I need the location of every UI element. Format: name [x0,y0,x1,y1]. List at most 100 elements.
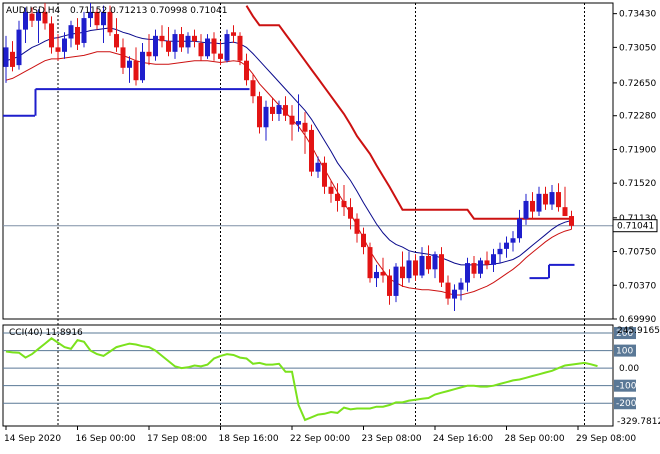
time-tick-label: 18 Sep 16:00 [219,434,279,444]
candle-body [439,254,444,283]
candle-body [426,255,431,270]
cci-level-label: 200 [616,329,633,339]
current-price-tag [612,219,658,233]
candle-body [445,282,451,299]
candle-body [458,282,464,290]
candle-body [562,207,568,217]
time-tick-label: 22 Sep 00:00 [290,434,350,444]
candle-body [75,26,80,45]
candle-body [36,11,41,21]
chart-title: AUDUSD,H4 [6,6,61,16]
candle-body [465,263,470,283]
price-tick-label: 0.70750 [619,248,656,258]
candle-body [361,233,366,248]
cci-level-label: -100 [616,382,637,392]
cci-pane: 200 100 0.00 -100 -200 245.9165 -329.7812 [2,324,660,427]
candle-body [296,121,301,125]
candles-group [3,3,574,312]
time-tick-label: 23 Sep 08:00 [362,434,422,444]
candle-body [172,34,178,52]
candle-body [523,200,529,219]
candle-body [133,60,139,81]
candle-body [380,271,386,276]
candle-body [283,105,288,116]
candle-body [218,53,223,59]
ma-red-path [5,51,572,296]
time-tick-label: 24 Sep 16:00 [433,434,493,444]
candle-body [231,32,236,36]
candle-body [536,193,542,212]
price-tick-label: 0.72650 [619,79,656,89]
candle-body [478,260,483,274]
candle-body [101,11,106,26]
cci-level-label: 0.00 [619,364,639,374]
candle-body [205,38,210,57]
candle-body [16,29,22,66]
cci-level-tag [614,327,636,340]
candle-body [276,105,282,114]
candle-body [341,200,347,208]
candle-body [120,47,126,68]
ohlc-readout: 0.71152 0.71213 0.70998 0.71041 [70,6,227,16]
candle-body [452,289,457,299]
candle-body [471,263,477,274]
time-tick-label: 28 Sep 00:00 [505,434,565,444]
price-axis: 0.73430 0.73050 0.72650 0.72280 0.71900 0.715… [612,10,658,325]
time-tick-label: 14 Sep 2020 [4,434,61,444]
candle-body [263,106,269,128]
candle-body [114,34,119,48]
candle-body [419,255,425,276]
candle-body [237,35,243,61]
cci-level-label: -200 [616,399,637,409]
candle-body [504,242,509,249]
candle-body [270,106,275,114]
candle-body [140,51,145,81]
candle-body [400,266,405,279]
candle-body [348,207,353,219]
candle-body [185,35,191,48]
candle-body [335,193,340,201]
candle-body [302,122,308,132]
candle-body [107,11,113,33]
price-tick-label: 0.73050 [619,43,656,53]
candle-body [354,218,360,234]
candle-body [23,11,28,30]
candle-body [244,60,249,81]
candle-body [159,35,165,42]
ma-blue-path [5,27,572,266]
ma-blue-line [5,27,572,266]
price-tick-label: 0.71900 [619,145,656,155]
candle-body [127,60,132,68]
candle-body [250,80,256,97]
candle-body [68,25,74,39]
candle-body [211,38,217,54]
candle-body [3,47,9,67]
candle-body [309,129,314,172]
candle-body [179,34,184,48]
current-price-label: 0.71041 [617,222,654,232]
candle-body [153,35,158,57]
candle-body [517,218,522,239]
price-tick-label: 0.69990 [619,315,656,325]
candle-body [556,192,561,208]
candle-body [315,162,321,172]
cci-level-label: 100 [616,347,633,357]
candle-body [543,193,548,205]
candle-body [10,51,15,67]
candle-body [387,275,392,296]
step-blue-line [3,88,575,280]
time-tick-label: 16 Sep 00:00 [76,434,136,444]
candle-body [42,11,48,24]
price-tick-label: 0.71130 [619,214,656,224]
cci-level-tag [614,379,636,392]
price-tick-label: 0.72280 [619,112,656,122]
candle-body [55,47,61,52]
candle-body [224,34,230,61]
candle-body [289,115,295,125]
time-tick-label: 17 Sep 08:00 [147,434,207,444]
candle-body [432,254,438,270]
candle-body [328,186,334,194]
candle-body [367,247,373,279]
